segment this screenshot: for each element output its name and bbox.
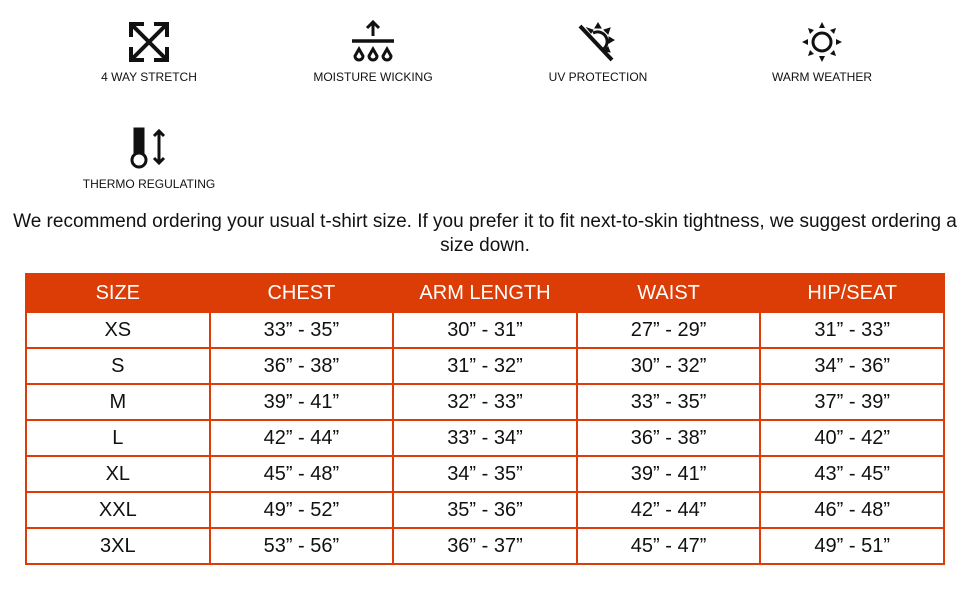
feature-label: UV PROTECTION	[548, 70, 648, 84]
table-cell: 33” - 34”	[392, 419, 578, 457]
thermometer-arrows-icon	[130, 127, 166, 169]
sun-icon	[802, 22, 842, 62]
table-cell: 39” - 41”	[575, 455, 762, 493]
table-cell: 35” - 36”	[392, 491, 578, 529]
table-row: XS 33” - 35” 30” - 31” 27” - 29” 31” - 33”	[25, 311, 945, 349]
table-cell: 36” - 38”	[208, 347, 395, 385]
table-cell: 30” - 32”	[575, 347, 762, 385]
table-cell: 27” - 29”	[575, 311, 762, 349]
size-chart-table: SIZE CHEST ARM LENGTH WAIST HIP/SEAT XS 33” -…	[25, 273, 945, 565]
feature-thermo-regulating: THERMO REGULATING	[49, 127, 249, 191]
table-cell: L	[25, 419, 211, 457]
table-cell: 37” - 39”	[759, 383, 945, 421]
table-cell: 49” - 51”	[759, 527, 945, 565]
table-cell: XXL	[25, 491, 211, 529]
column-header-waist: WAIST	[575, 273, 762, 313]
feature-label: WARM WEATHER	[772, 70, 872, 84]
table-cell: 53” - 56”	[208, 527, 395, 565]
table-cell: 43” - 45”	[759, 455, 945, 493]
table-cell: 3XL	[25, 527, 211, 565]
table-row: XL 45” - 48” 34” - 35” 39” - 41” 43” - 45”	[25, 455, 945, 493]
table-cell: 46” - 48”	[759, 491, 945, 529]
table-cell: 34” - 35”	[392, 455, 578, 493]
moisture-drops-icon	[352, 20, 394, 62]
feature-moisture-wicking: MOISTURE WICKING	[273, 20, 473, 84]
table-cell: XL	[25, 455, 211, 493]
table-cell: 31” - 33”	[759, 311, 945, 349]
table-cell: 34” - 36”	[759, 347, 945, 385]
arrows-expand-icon	[129, 22, 169, 62]
table-cell: 30” - 31”	[392, 311, 578, 349]
table-cell: 36” - 38”	[575, 419, 762, 457]
table-row: L 42” - 44” 33” - 34” 36” - 38” 40” - 42”	[25, 419, 945, 457]
column-header-hip-seat: HIP/SEAT	[759, 273, 945, 313]
feature-label: THERMO REGULATING	[82, 177, 216, 191]
table-cell: 31” - 32”	[392, 347, 578, 385]
column-header-size: SIZE	[25, 273, 211, 313]
feature-uv-protection: UV PROTECTION	[498, 20, 698, 84]
sizing-recommendation: We recommend ordering your usual t-shirt…	[13, 211, 957, 256]
table-row: XXL 49” - 52” 35” - 36” 42” - 44” 46” - 48”	[25, 491, 945, 529]
table-cell: 45” - 48”	[208, 455, 395, 493]
feature-label: MOISTURE WICKING	[313, 70, 433, 84]
table-cell: 49” - 52”	[208, 491, 395, 529]
table-cell: S	[25, 347, 211, 385]
column-header-chest: CHEST	[208, 273, 395, 313]
feature-label: 4 WAY STRETCH	[101, 70, 197, 84]
table-cell: 45” - 47”	[575, 527, 762, 565]
table-cell: 33” - 35”	[575, 383, 762, 421]
table-cell: 42” - 44”	[208, 419, 395, 457]
table-cell: XS	[25, 311, 211, 349]
feature-4-way-stretch: 4 WAY STRETCH	[49, 20, 249, 84]
table-cell: 39” - 41”	[208, 383, 395, 421]
table-row: S 36” - 38” 31” - 32” 30” - 32” 34” - 36”	[25, 347, 945, 385]
table-cell: 36” - 37”	[392, 527, 578, 565]
table-header-row: SIZE CHEST ARM LENGTH WAIST HIP/SEAT	[25, 273, 945, 313]
table-cell: 32” - 33”	[392, 383, 578, 421]
column-header-arm-length: ARM LENGTH	[392, 273, 578, 313]
table-cell: M	[25, 383, 211, 421]
table-row: 3XL 53” - 56” 36” - 37” 45” - 47” 49” - 51”	[25, 527, 945, 565]
uv-sun-blocked-icon	[578, 22, 615, 62]
table-cell: 33” - 35”	[208, 311, 395, 349]
table-cell: 40” - 42”	[759, 419, 945, 457]
feature-warm-weather: WARM WEATHER	[722, 20, 922, 84]
table-cell: 42” - 44”	[575, 491, 762, 529]
table-row: M 39” - 41” 32” - 33” 33” - 35” 37” - 39”	[25, 383, 945, 421]
